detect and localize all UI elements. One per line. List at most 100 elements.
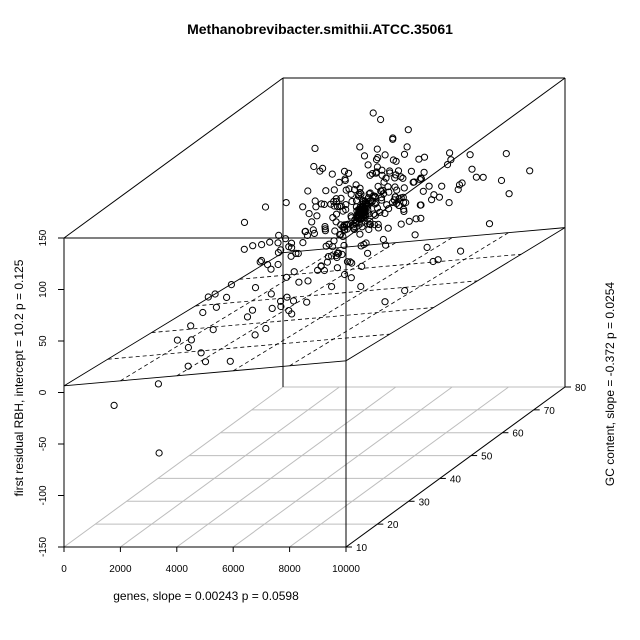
z-tick-label: 100 bbox=[38, 281, 49, 298]
data-point bbox=[366, 189, 374, 197]
x-tick-label: 6000 bbox=[222, 564, 245, 575]
data-point bbox=[344, 220, 352, 228]
data-point bbox=[526, 167, 534, 175]
y-tick-label: 50 bbox=[481, 452, 493, 463]
regression-plane bbox=[63, 227, 566, 387]
data-point bbox=[285, 307, 293, 315]
data-point bbox=[454, 185, 462, 194]
data-point bbox=[409, 178, 417, 186]
axis-ticks: 0 2000 4000 6000 8000 10000 -150 -100 -50 0 50 100 1… bbox=[38, 229, 587, 575]
data-point bbox=[497, 176, 506, 185]
data-point bbox=[399, 174, 407, 182]
data-point bbox=[274, 249, 282, 257]
data-point bbox=[261, 203, 270, 211]
data-point bbox=[457, 247, 465, 255]
floor-grid-line-x bbox=[232, 386, 453, 548]
data-point bbox=[184, 343, 192, 352]
data-point bbox=[384, 183, 392, 191]
data-point bbox=[373, 145, 381, 153]
data-point bbox=[382, 174, 390, 182]
data-point bbox=[385, 205, 393, 213]
data-point bbox=[417, 214, 425, 222]
data-point bbox=[364, 161, 372, 169]
data-point bbox=[251, 284, 260, 292]
data-point bbox=[282, 199, 290, 207]
data-point bbox=[317, 262, 325, 270]
plane-contour-y bbox=[239, 253, 522, 280]
data-point bbox=[340, 221, 349, 229]
y-tick-label: 30 bbox=[419, 497, 431, 508]
data-point bbox=[310, 229, 318, 237]
floor-grid-line-x bbox=[176, 386, 397, 548]
data-point bbox=[274, 260, 282, 269]
data-point bbox=[339, 207, 347, 215]
data-point bbox=[446, 149, 454, 157]
data-point bbox=[372, 168, 381, 176]
data-point bbox=[374, 220, 382, 228]
data-point bbox=[400, 205, 408, 213]
data-point bbox=[187, 322, 195, 330]
data-point bbox=[277, 297, 285, 305]
data-point bbox=[505, 190, 513, 198]
data-point bbox=[417, 201, 425, 209]
data-point bbox=[400, 150, 409, 158]
data-point bbox=[304, 277, 312, 285]
data-point bbox=[377, 187, 385, 195]
data-point bbox=[335, 178, 343, 186]
plane-contour-y bbox=[107, 333, 390, 360]
data-point bbox=[447, 156, 455, 164]
z-tick-label: -100 bbox=[38, 485, 49, 505]
data-point bbox=[343, 258, 352, 266]
data-point bbox=[359, 208, 367, 216]
data-point bbox=[443, 161, 452, 169]
data-point bbox=[341, 270, 349, 279]
data-point bbox=[290, 268, 298, 276]
data-point bbox=[397, 220, 405, 228]
data-point bbox=[348, 197, 356, 206]
data-point bbox=[324, 253, 332, 261]
data-point bbox=[204, 293, 212, 301]
data-point bbox=[366, 220, 374, 228]
data-point bbox=[360, 240, 368, 249]
data-point bbox=[365, 190, 373, 198]
data-point bbox=[316, 167, 324, 175]
data-point bbox=[299, 203, 307, 211]
data-point bbox=[389, 156, 397, 164]
data-point bbox=[415, 155, 423, 163]
data-point bbox=[249, 242, 257, 250]
plane-contour-y bbox=[151, 307, 434, 333]
data-point bbox=[357, 190, 365, 198]
data-point bbox=[405, 217, 413, 225]
data-point bbox=[381, 209, 389, 217]
data-point bbox=[329, 214, 337, 222]
data-point bbox=[341, 175, 349, 183]
z-tick-label: 0 bbox=[38, 389, 49, 395]
data-point bbox=[391, 183, 399, 191]
data-point bbox=[384, 224, 392, 232]
plane-contour-x bbox=[232, 237, 453, 372]
plane-contour-x bbox=[289, 232, 509, 367]
data-point bbox=[358, 262, 366, 270]
plane-contour-y bbox=[195, 280, 478, 307]
data-point bbox=[211, 290, 219, 298]
data-point bbox=[419, 187, 427, 195]
data-point bbox=[340, 167, 349, 175]
data-point bbox=[423, 243, 431, 251]
plane-contour-x bbox=[120, 247, 340, 382]
data-point bbox=[321, 227, 329, 235]
data-point bbox=[173, 336, 181, 344]
data-point bbox=[325, 240, 333, 248]
data-point bbox=[399, 193, 407, 201]
data-point bbox=[330, 202, 338, 210]
data-point bbox=[356, 188, 364, 197]
x-tick-label: 2000 bbox=[109, 564, 132, 575]
box-edge bbox=[63, 77, 284, 239]
data-point bbox=[502, 150, 510, 158]
data-point bbox=[356, 230, 364, 238]
data-point bbox=[333, 249, 341, 257]
x-tick-label: 4000 bbox=[166, 564, 189, 575]
data-point bbox=[330, 186, 338, 194]
data-point bbox=[305, 210, 313, 218]
data-point bbox=[340, 241, 348, 250]
